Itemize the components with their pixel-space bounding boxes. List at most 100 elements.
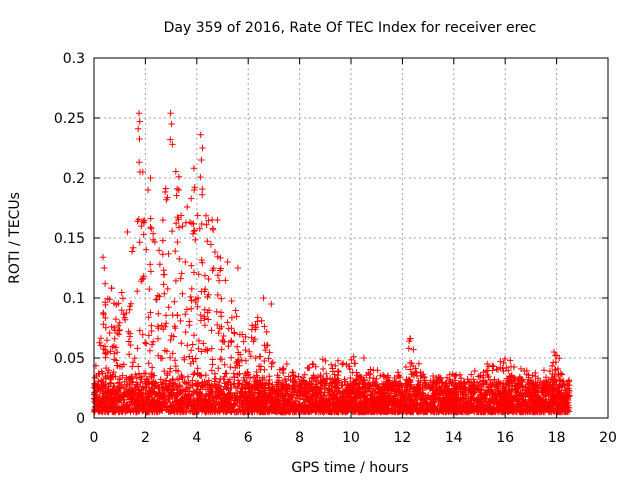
data-point: [205, 275, 212, 283]
data-point: [266, 349, 273, 356]
data-point: [139, 331, 146, 338]
data-point: [264, 396, 271, 403]
data-point: [466, 407, 474, 415]
data-point: [488, 381, 496, 389]
data-point: [334, 357, 342, 364]
data-point: [444, 392, 451, 400]
data-point: [161, 290, 168, 297]
data-point: [474, 407, 481, 414]
data-point: [551, 386, 558, 394]
data-point: [559, 402, 567, 409]
data-point: [155, 247, 163, 254]
data-point: [242, 346, 249, 354]
data-point: [373, 375, 380, 383]
data-point: [180, 398, 187, 405]
data-point: [429, 403, 436, 410]
data-point: [402, 363, 410, 371]
data-point: [539, 404, 547, 411]
data-point: [111, 408, 119, 416]
data-point: [93, 382, 101, 389]
data-point: [190, 358, 197, 365]
data-point: [308, 393, 316, 400]
data-point: [301, 379, 309, 387]
data-point: [163, 403, 170, 411]
data-point: [360, 354, 368, 362]
data-point: [308, 401, 316, 408]
data-point: [320, 408, 327, 416]
data-point: [214, 216, 221, 224]
data-point: [182, 258, 189, 266]
data-point: [155, 399, 162, 407]
data-point: [442, 402, 449, 409]
data-point: [257, 353, 264, 360]
data-point: [257, 392, 264, 400]
data-point: [495, 383, 502, 390]
data-point: [415, 386, 422, 393]
data-point: [111, 398, 119, 405]
data-point: [165, 408, 172, 415]
data-point: [169, 350, 176, 357]
data-point: [118, 307, 125, 314]
data-point: [127, 300, 135, 307]
data-point: [398, 400, 406, 407]
data-point: [253, 405, 260, 413]
data-point: [459, 408, 467, 416]
data-point: [224, 319, 231, 326]
data-point: [225, 342, 232, 350]
data-point: [111, 335, 118, 342]
data-point: [475, 382, 482, 389]
data-point: [482, 392, 489, 399]
data-point: [191, 227, 198, 234]
data-point: [230, 400, 237, 408]
data-point: [92, 403, 99, 411]
data-point: [124, 228, 131, 236]
data-point: [462, 400, 469, 408]
data-point: [208, 367, 215, 374]
data-point: [392, 393, 399, 400]
data-point: [435, 397, 442, 404]
data-point: [157, 376, 164, 383]
data-point: [160, 281, 167, 288]
data-point: [196, 225, 203, 232]
data-point: [116, 382, 124, 390]
data-point: [186, 353, 193, 360]
data-point: [189, 390, 196, 398]
data-point: [96, 339, 103, 346]
data-point: [151, 380, 159, 387]
data-point: [416, 408, 424, 416]
data-point: [105, 367, 112, 374]
data-point: [112, 315, 120, 323]
data-point: [165, 304, 172, 311]
data-point: [369, 379, 376, 386]
y-tick-label: 0.3: [63, 51, 85, 67]
data-point: [161, 367, 168, 375]
data-point: [391, 374, 398, 382]
data-point: [529, 398, 537, 405]
data-point: [214, 253, 221, 260]
data-point: [201, 322, 209, 329]
x-tick-label: 12: [393, 430, 411, 446]
data-point: [147, 174, 154, 182]
data-point: [323, 370, 330, 377]
data-point: [415, 360, 423, 367]
data-point: [453, 408, 460, 416]
data-point: [162, 320, 170, 327]
data-point: [143, 340, 150, 347]
data-point: [339, 396, 346, 404]
data-point: [547, 403, 554, 410]
data-point: [386, 377, 393, 384]
data-point: [402, 407, 409, 415]
data-point: [236, 331, 244, 338]
data-point: [237, 351, 244, 358]
data-point: [101, 408, 109, 416]
data-point: [259, 406, 266, 413]
data-point: [272, 395, 279, 402]
data-point: [163, 196, 170, 203]
data-point: [139, 276, 146, 283]
x-tick-label: 14: [445, 430, 463, 446]
data-point: [432, 384, 440, 391]
data-point: [134, 287, 141, 295]
data-point: [473, 408, 480, 416]
data-point: [199, 185, 206, 193]
data-point: [268, 402, 276, 409]
